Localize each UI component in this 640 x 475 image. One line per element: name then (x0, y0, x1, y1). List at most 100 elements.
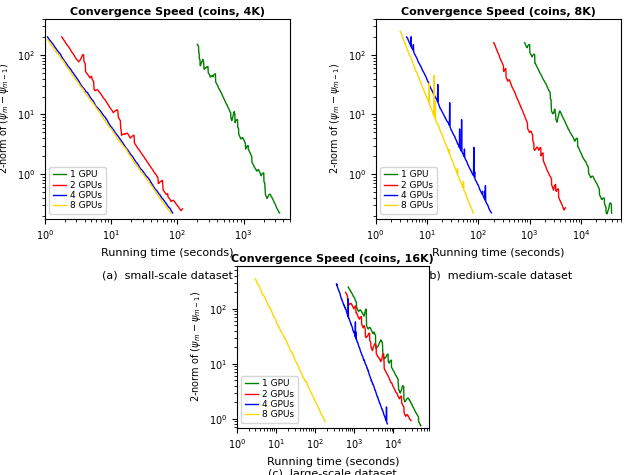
1 GPU (193, 41, 201, 47)
4 GPUs (356, 347, 364, 352)
8 GPUs (115, 137, 122, 142)
4 GPUs (115, 134, 123, 140)
8 GPUs (263, 299, 271, 305)
4 GPUs (488, 210, 495, 216)
1 GPU (353, 305, 361, 311)
4 GPUs (104, 118, 111, 124)
4 GPUs (333, 281, 340, 287)
Line: 8 GPUs: 8 GPUs (400, 31, 474, 213)
8 GPUs (300, 375, 307, 381)
4 GPUs (44, 34, 51, 40)
Line: 8 GPUs: 8 GPUs (47, 40, 171, 214)
1 GPU (226, 109, 234, 114)
1 GPU (397, 390, 404, 395)
2 GPUs (58, 35, 66, 40)
8 GPUs (321, 419, 329, 425)
2 GPUs (177, 208, 185, 214)
8 GPUs (431, 99, 439, 104)
8 GPUs (63, 63, 70, 69)
1 GPU (373, 344, 381, 350)
2 GPUs (132, 142, 140, 148)
4 GPUs (453, 140, 461, 145)
2 GPUs (160, 188, 168, 193)
1 GPU (253, 168, 261, 173)
X-axis label: Running time (seconds): Running time (seconds) (266, 456, 399, 466)
2 GPUs (342, 289, 349, 295)
1 GPU (368, 329, 376, 334)
4 GPUs (147, 179, 154, 185)
1 GPU (549, 111, 557, 116)
Line: 4 GPUs: 4 GPUs (337, 284, 387, 424)
Line: 1 GPU: 1 GPU (197, 44, 280, 213)
2 GPUs (532, 146, 540, 152)
1 GPU (556, 110, 563, 115)
8 GPUs (319, 413, 326, 418)
1 GPU (276, 210, 284, 216)
1 GPU (575, 147, 583, 152)
8 GPUs (408, 57, 415, 62)
Line: 4 GPUs: 4 GPUs (406, 37, 492, 213)
4 GPUs (360, 357, 367, 363)
4 GPUs (403, 35, 411, 40)
X-axis label: Running time (seconds): Running time (seconds) (101, 247, 234, 257)
X-axis label: Running time (seconds): Running time (seconds) (432, 247, 564, 257)
4 GPUs (121, 143, 129, 149)
8 GPUs (86, 96, 93, 102)
Title: Convergence Speed (coins, 8K): Convergence Speed (coins, 8K) (401, 7, 596, 17)
8 GPUs (128, 155, 136, 161)
2 GPUs (371, 341, 379, 347)
2 GPUs (407, 418, 415, 424)
Line: 1 GPU: 1 GPU (525, 43, 612, 214)
2 GPUs (559, 203, 566, 209)
8 GPUs (470, 210, 477, 216)
4 GPUs (169, 210, 177, 216)
2 GPUs (378, 357, 385, 362)
4 GPUs (363, 364, 371, 370)
1 GPU (220, 96, 228, 102)
4 GPUs (383, 421, 391, 427)
2 GPUs (353, 312, 361, 317)
2 GPUs (390, 385, 398, 391)
Text: (c)  large-scale dataset: (c) large-scale dataset (268, 469, 397, 475)
Legend: 1 GPU, 2 GPUs, 4 GPUs, 8 GPUs: 1 GPU, 2 GPUs, 4 GPUs, 8 GPUs (380, 167, 436, 214)
8 GPUs (280, 335, 288, 341)
2 GPUs (58, 34, 65, 40)
4 GPUs (346, 319, 354, 324)
Line: 2 GPUs: 2 GPUs (493, 43, 566, 210)
Y-axis label: 2-norm of ($\psi_m - \psi_{m-1}$): 2-norm of ($\psi_m - \psi_{m-1}$) (0, 63, 11, 174)
8 GPUs (77, 84, 84, 89)
4 GPUs (148, 180, 156, 186)
Y-axis label: 2-norm of ($\psi_m - \psi_{m-1}$): 2-norm of ($\psi_m - \psi_{m-1}$) (189, 291, 203, 402)
2 GPUs (392, 389, 399, 394)
8 GPUs (44, 37, 51, 43)
Line: 2 GPUs: 2 GPUs (61, 37, 182, 211)
2 GPUs (130, 133, 138, 138)
1 GPU (344, 284, 352, 290)
2 GPUs (381, 366, 388, 371)
1 GPU (521, 40, 529, 46)
4 GPUs (474, 182, 482, 188)
4 GPUs (454, 140, 461, 146)
Title: Convergence Speed (coins, 4K): Convergence Speed (coins, 4K) (70, 7, 265, 17)
8 GPUs (280, 333, 287, 339)
1 GPU (253, 168, 260, 174)
2 GPUs (528, 131, 536, 136)
Title: Convergence Speed (coins, 16K): Convergence Speed (coins, 16K) (232, 254, 434, 264)
4 GPUs (480, 195, 488, 200)
4 GPUs (383, 419, 390, 425)
1 GPU (584, 163, 591, 169)
2 GPUs (509, 86, 516, 91)
2 GPUs (561, 206, 568, 212)
8 GPUs (396, 28, 404, 34)
1 GPU (397, 388, 405, 394)
8 GPUs (438, 132, 445, 138)
8 GPUs (456, 179, 464, 184)
8 GPUs (48, 44, 56, 49)
8 GPUs (457, 180, 465, 186)
2 GPUs (490, 40, 497, 46)
2 GPUs (561, 207, 568, 213)
1 GPU (417, 423, 424, 428)
8 GPUs (167, 211, 175, 217)
8 GPUs (292, 359, 300, 364)
1 GPU (603, 211, 611, 217)
